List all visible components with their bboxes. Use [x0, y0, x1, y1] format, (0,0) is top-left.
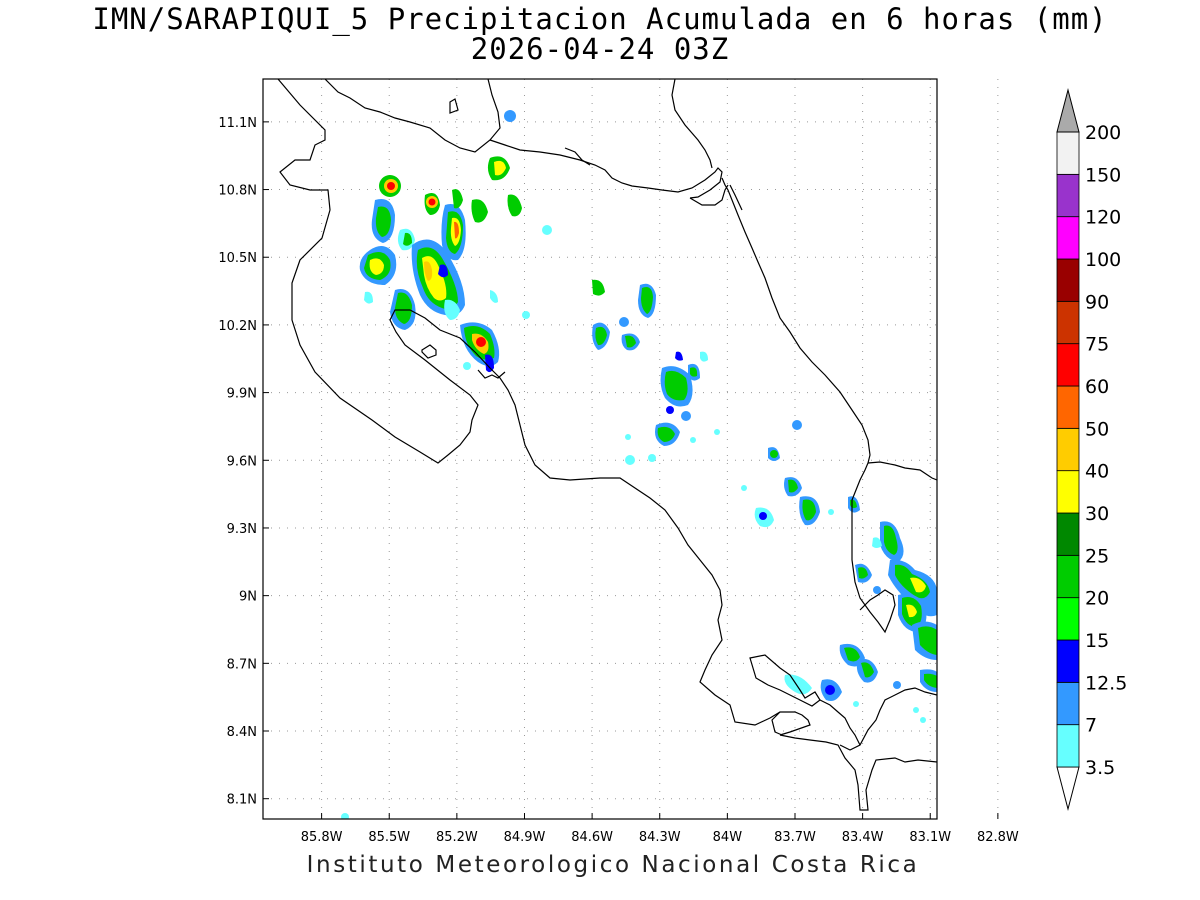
- precipitation-field: [277, 79, 937, 819]
- lon-tick-label: 83.4W: [842, 830, 884, 845]
- lon-tick-label: 84.3W: [639, 830, 681, 845]
- rain-cell-cluster-southeast: [341, 420, 937, 819]
- legend-label: 15: [1085, 630, 1109, 652]
- legend-label: 150: [1085, 164, 1121, 186]
- legend-color-swatch: [1056, 681, 1080, 726]
- coastlines-and-borders: [277, 79, 937, 811]
- lon-tick-label: 85.2W: [436, 830, 478, 845]
- legend-label: 120: [1085, 207, 1121, 229]
- legend-label: 90: [1085, 291, 1109, 313]
- legend-color-swatch: [1056, 639, 1080, 683]
- latitude-axis: 11.1N 10.8N 10.5N 10.2N 9.9N 9.6N 9.3N 9N 8.7N 8.…: [218, 116, 269, 808]
- map-frame: [262, 78, 938, 820]
- legend-color-swatch: [1056, 216, 1080, 260]
- legend-color-swatch: [1056, 512, 1080, 556]
- lat-tick-label: 8.1N: [227, 793, 257, 808]
- legend-label: 3.5: [1085, 757, 1115, 779]
- lon-tick-label: 84.9W: [504, 830, 546, 845]
- lon-tick-label: 85.8W: [301, 830, 343, 845]
- legend-label: 100: [1085, 249, 1121, 271]
- lon-tick-label: 84W: [713, 830, 743, 845]
- legend-label: 25: [1085, 545, 1109, 567]
- lat-tick-label: 9.3N: [227, 522, 257, 537]
- legend-underflow-triangle: [1056, 766, 1080, 811]
- legend-color-swatch: [1056, 724, 1080, 768]
- lon-tick-label: 83.1W: [909, 830, 951, 845]
- legend-color-swatch: [1056, 173, 1080, 218]
- legend-color-swatch: [1056, 343, 1080, 387]
- legend-label: 7: [1085, 715, 1097, 737]
- lon-tick-label: 85.5W: [368, 830, 410, 845]
- rain-cell-cluster-central: [592, 279, 720, 465]
- lat-tick-label: 9.6N: [227, 454, 257, 469]
- lat-tick-label: 10.2N: [218, 319, 257, 334]
- legend-color-swatch: [1056, 300, 1080, 345]
- longitude-axis: 85.8W 85.5W 85.2W 84.9W 84.6W 84.3W 84W 83.7W 83…: [301, 813, 1019, 845]
- legend-label: 75: [1085, 334, 1109, 356]
- lat-tick-label: 8.7N: [227, 657, 257, 672]
- legend-label: 60: [1085, 376, 1109, 398]
- legend-color-swatch: [1056, 258, 1080, 302]
- color-legend: 3.5 7 12.5 15 20 25 30 40 50 60 75 90 100 120 150 200: [1056, 88, 1127, 811]
- legend-label: 30: [1085, 503, 1109, 525]
- lon-tick-label: 84.6W: [571, 830, 613, 845]
- lat-tick-label: 8.4N: [227, 725, 257, 740]
- legend-color-swatch: [1056, 554, 1080, 599]
- legend-color-swatch: [1056, 385, 1080, 429]
- lat-tick-label: 9.9N: [227, 387, 257, 402]
- legend-color-swatch: [1056, 427, 1080, 472]
- lat-tick-label: 10.8N: [218, 184, 257, 199]
- legend-label: 50: [1085, 418, 1109, 440]
- lon-tick-label: 82.8W: [977, 830, 1019, 845]
- legend-label: 40: [1085, 461, 1109, 483]
- map-title: IMN/SARAPIQUI_5 Precipitacion Acumulada …: [92, 2, 1108, 36]
- legend-label: 20: [1085, 588, 1109, 610]
- lat-tick-label: 11.1N: [218, 116, 257, 131]
- lon-tick-label: 83.7W: [774, 830, 816, 845]
- map-grid: [263, 79, 999, 819]
- lat-tick-label: 10.5N: [218, 251, 257, 266]
- map-subtitle-datetime: 2026-04-24 03Z: [470, 32, 730, 66]
- legend-color-swatch: [1056, 131, 1080, 175]
- legend-color-swatch: [1056, 597, 1080, 641]
- legend-color-swatch: [1056, 470, 1080, 514]
- lat-tick-label: 9N: [239, 590, 257, 605]
- footer-credit: Instituto Meteorologico Nacional Costa R…: [306, 852, 920, 878]
- legend-label: 200: [1085, 122, 1121, 144]
- legend-label: 12.5: [1085, 672, 1127, 694]
- legend-overflow-triangle: [1056, 88, 1080, 133]
- rain-cell-cluster-northwest: [359, 110, 552, 373]
